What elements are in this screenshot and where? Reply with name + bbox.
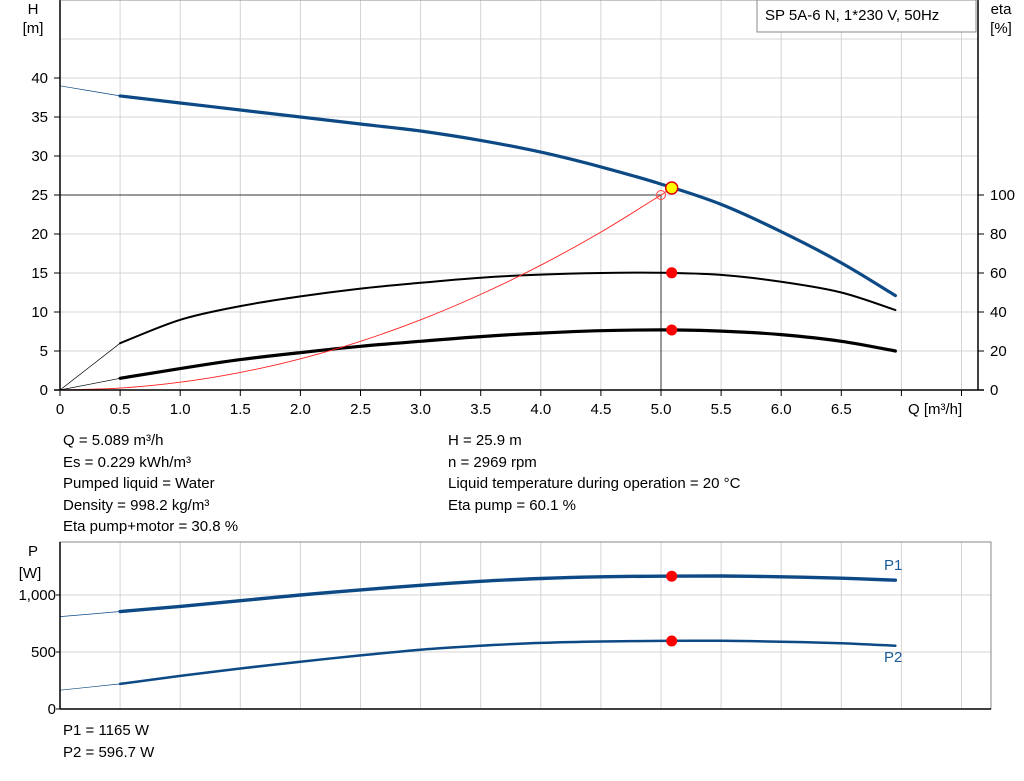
- eta-pump-operating-point: [666, 267, 678, 279]
- x-tick-label: 4.0: [530, 401, 551, 418]
- upper-axes: 0 0.5 1.0 1.5 2.0 2.5 3.0 3.5 4.0 4.5 5.0 5.5 6.0 6.5…: [31, 0, 1015, 418]
- y-axis-unit-eta: [%]: [990, 20, 1012, 37]
- plot-border: [59, 541, 992, 710]
- y-tick-label: 40: [31, 70, 48, 87]
- P1-curve: [118, 574, 898, 614]
- info-eta-pump-motor: Eta pump+motor = 30.8 %: [63, 518, 239, 535]
- eta_pump_motor-curve: [118, 328, 897, 380]
- lower-curves: [59, 570, 898, 691]
- y-right-tick-label: 20: [990, 343, 1007, 360]
- x-tick-label: 3.0: [410, 401, 431, 418]
- upper-curves: [59, 85, 897, 391]
- y-right-tick-label: 60: [990, 265, 1007, 282]
- x-tick-label: 6.5: [831, 401, 852, 418]
- y-axis-label-eta: eta: [991, 1, 1013, 18]
- info-flow: Q = 5.089 m³/h: [63, 432, 164, 449]
- info-pumped-liquid: Pumped liquid = Water: [63, 475, 215, 492]
- y-tick-label: 20: [31, 226, 48, 243]
- system-curve-marker: [656, 190, 666, 200]
- y-tick-label: 500: [31, 644, 56, 661]
- info-p1: P1 = 1165 W: [63, 722, 150, 739]
- system-curve: [59, 194, 662, 391]
- eta-pump-motor-operating-point: [666, 324, 678, 336]
- operating-info-right: H = 25.9 m n = 2969 rpm Liquid temperatu…: [448, 430, 740, 516]
- y-axis-unit-h: [m]: [23, 20, 44, 37]
- info-density: Density = 998.2 kg/m³: [63, 496, 210, 514]
- x-tick-label: 0: [56, 401, 64, 418]
- x-tick-label: 2.5: [350, 401, 371, 418]
- x-tick-label: 1.0: [170, 401, 191, 418]
- info-p2: P2 = 596.7 W: [63, 743, 155, 761]
- y-right-tick-label: 80: [990, 226, 1007, 243]
- legend-p1: P1: [884, 557, 902, 574]
- info-speed: n = 2969 rpm: [448, 453, 537, 471]
- x-tick-label: 5.0: [651, 401, 672, 418]
- x-axis-label: Q [m³/h]: [908, 401, 962, 418]
- eta_pump-curve-extrapolated: [59, 342, 121, 391]
- x-tick-label: 1.5: [230, 401, 251, 418]
- x-tick-label: 0.5: [110, 401, 131, 418]
- y-tick-label: 15: [31, 265, 48, 282]
- p1-operating-point: [666, 570, 678, 582]
- y-axis-label-p: P: [28, 543, 38, 560]
- x-tick-label: 3.5: [470, 401, 491, 418]
- y-axis-unit-p: [W]: [19, 565, 42, 582]
- y-tick-label: 25: [31, 187, 48, 204]
- y-tick-label: 30: [31, 148, 48, 165]
- eta_pump-curve: [119, 271, 897, 345]
- P2-curve: [118, 639, 897, 686]
- y-tick-label: 35: [31, 109, 48, 126]
- y-tick-label: 1,000: [18, 587, 56, 604]
- H-curve: [118, 94, 897, 298]
- info-specific-energy: Es = 0.229 kWh/m³: [63, 453, 191, 471]
- P1-curve-extrapolated: [59, 611, 121, 618]
- P2-curve-extrapolated: [59, 683, 121, 691]
- x-tick-label: 2.0: [290, 401, 311, 418]
- performance-chart: 0 0.5 1.0 1.5 2.0 2.5 3.0 3.5 4.0 4.5 5.0 5.5 6.0 6.5…: [23, 0, 1015, 418]
- head-operating-point: [664, 181, 679, 195]
- y-right-tick-label: 100: [990, 187, 1015, 204]
- y-axis-label-h: H: [28, 1, 39, 18]
- lower-grid: [60, 542, 991, 709]
- x-tick-label: 4.5: [590, 401, 611, 418]
- info-head: H = 25.9 m: [448, 432, 522, 449]
- H-curve-extrapolated: [59, 85, 121, 97]
- y-tick-label: 0: [48, 701, 56, 718]
- x-tick-label: 5.5: [711, 401, 732, 418]
- y-tick-label: 10: [31, 304, 48, 321]
- x-tick-label: 6.0: [771, 401, 792, 418]
- legend-p2: P2: [884, 649, 902, 666]
- p2-operating-point: [666, 635, 678, 647]
- chart-title: SP 5A-6 N, 1*230 V, 50Hz: [765, 7, 939, 24]
- y-tick-label: 5: [40, 343, 48, 360]
- operating-info-left: Q = 5.089 m³/h Es = 0.229 kWh/m³ Pumped …: [63, 430, 238, 538]
- y-right-tick-label: 0: [990, 382, 998, 399]
- info-liquid-temperature: Liquid temperature during operation = 20…: [448, 475, 741, 492]
- power-info: P1 = 1165 W P2 = 596.7 W: [63, 720, 154, 763]
- info-eta-pump: Eta pump = 60.1 %: [448, 496, 576, 514]
- legend-box: [756, 0, 977, 33]
- power-chart: 0 500 1,000 P [W] P1 P2: [18, 541, 992, 718]
- y-right-tick-label: 40: [990, 304, 1007, 321]
- upper-grid: [60, 0, 978, 390]
- y-tick-label: 0: [40, 382, 48, 399]
- lower-axes: 0 500 1,000: [18, 541, 992, 718]
